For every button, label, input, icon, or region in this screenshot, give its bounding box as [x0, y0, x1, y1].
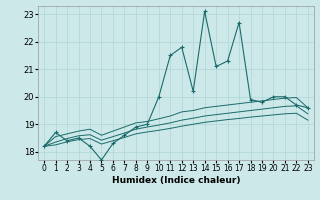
X-axis label: Humidex (Indice chaleur): Humidex (Indice chaleur) [112, 176, 240, 185]
